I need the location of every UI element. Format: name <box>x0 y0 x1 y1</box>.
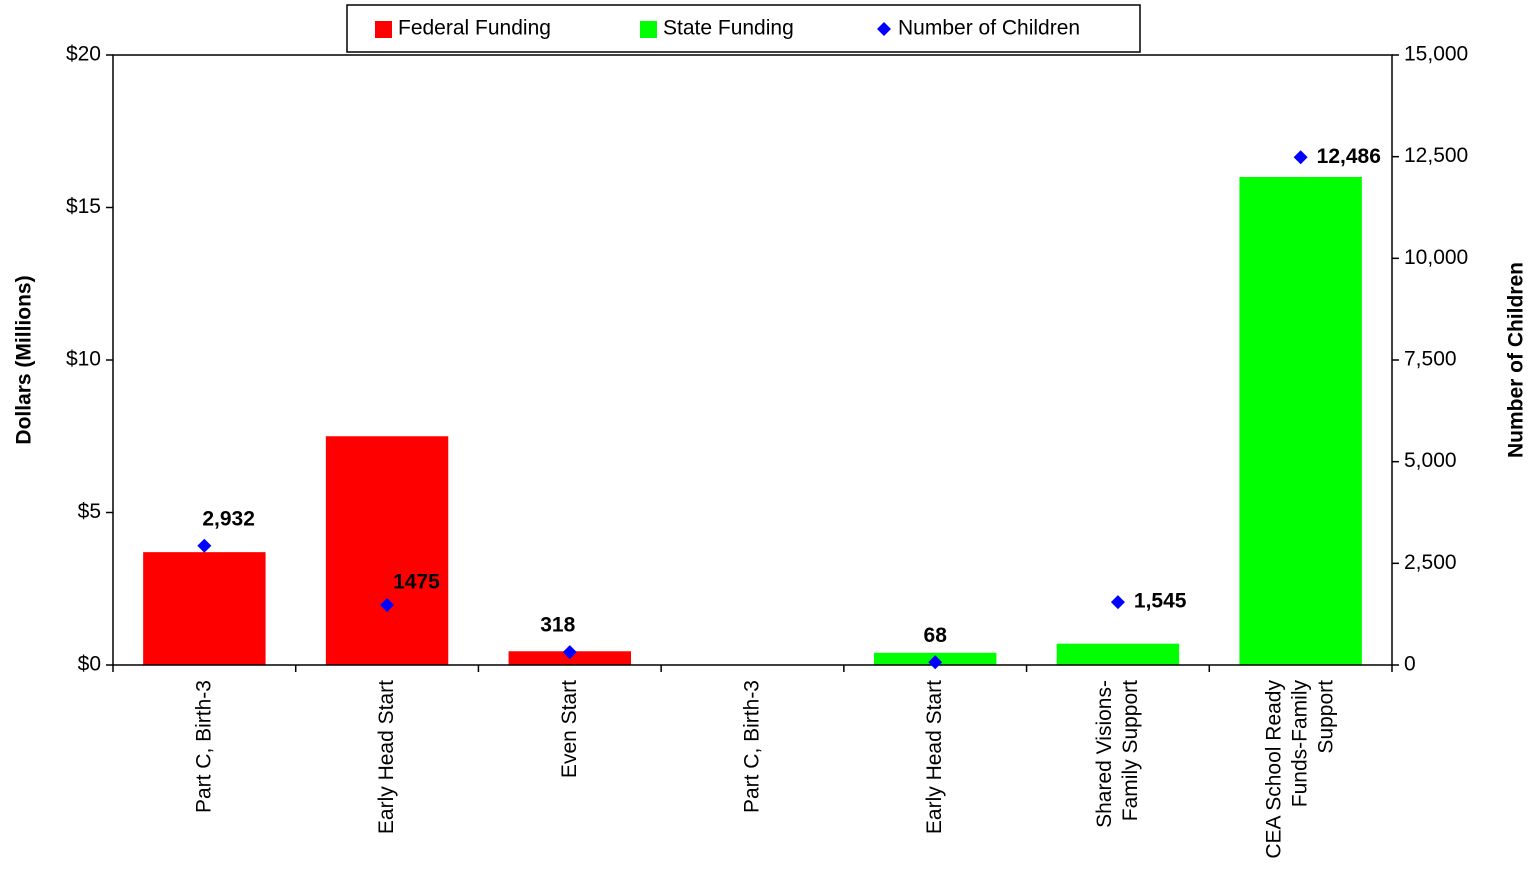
legend-swatch <box>375 21 392 38</box>
data-label: 1,545 <box>1134 590 1187 613</box>
marker <box>1293 150 1308 165</box>
legend-label: Number of Children <box>898 17 1080 40</box>
y-tick-label: $5 <box>78 500 101 523</box>
legend-label: Federal Funding <box>398 17 551 40</box>
data-label: 68 <box>924 624 948 647</box>
marker <box>380 598 395 613</box>
y2-tick-label: 2,500 <box>1404 551 1457 574</box>
x-tick-label: CEA School Ready Funds-Family Support <box>1262 680 1337 859</box>
y2-tick-label: 10,000 <box>1404 246 1468 269</box>
x-tick-label: Early Head Start <box>923 680 946 834</box>
y2-axis-title: Number of Children <box>1505 262 1528 458</box>
data-label: 1475 <box>393 571 440 594</box>
bar <box>1239 177 1362 665</box>
y-axis-title: Dollars (Millions) <box>13 275 36 444</box>
x-tick-label: Shared Visions- Family Support <box>1092 680 1141 828</box>
marker <box>562 645 577 660</box>
x-tick-label: Part C, Birth-3 <box>192 680 215 813</box>
y-tick-label: $0 <box>78 653 101 676</box>
x-tick-label: Part C, Birth-3 <box>740 680 763 813</box>
y2-tick-label: 12,500 <box>1404 144 1468 167</box>
x-tick-label: Even Start <box>557 680 580 778</box>
legend-marker <box>877 22 891 36</box>
bar <box>325 436 449 665</box>
bar <box>143 552 266 665</box>
y2-tick-label: 5,000 <box>1404 449 1457 472</box>
y-tick-label: $15 <box>66 195 101 218</box>
marker <box>197 538 212 553</box>
y2-tick-label: 7,500 <box>1404 348 1457 371</box>
data-label: 12,486 <box>1317 145 1381 168</box>
legend-box <box>346 4 1141 53</box>
y2-tick-label: 0 <box>1404 653 1416 676</box>
y2-tick-label: 15,000 <box>1404 43 1468 66</box>
legend-swatch <box>640 21 657 38</box>
data-label: 2,932 <box>202 507 255 530</box>
y-tick-label: $20 <box>66 43 101 66</box>
legend-label: State Funding <box>663 17 794 40</box>
x-tick-label: Early Head Start <box>375 680 398 834</box>
data-label: 318 <box>540 614 575 637</box>
y-tick-label: $10 <box>66 348 101 371</box>
marker <box>1110 595 1125 610</box>
bar <box>1056 643 1180 665</box>
marker <box>928 655 943 670</box>
